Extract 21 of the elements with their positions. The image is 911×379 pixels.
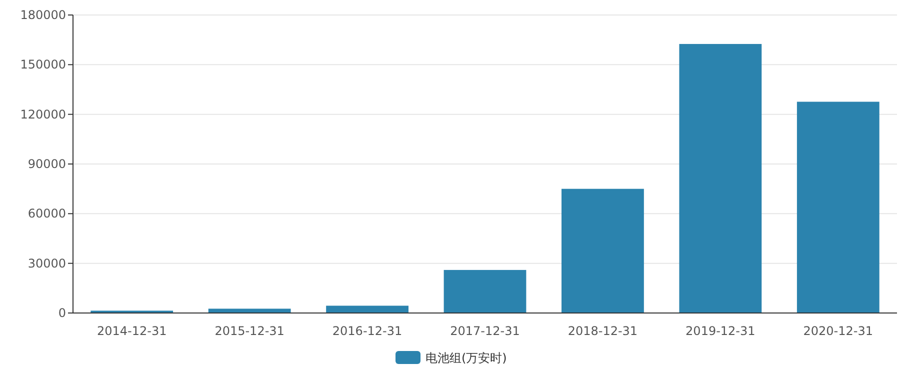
x-tick-label: 2020-12-31	[803, 324, 874, 338]
x-tick-label: 2019-12-31	[686, 324, 756, 338]
legend-label: 电池组(万安时)	[426, 351, 507, 365]
y-tick-label: 180000	[20, 8, 66, 22]
y-tick-label: 0	[58, 306, 66, 320]
bar	[444, 270, 526, 313]
bar	[562, 188, 644, 313]
x-tick-label: 2015-12-31	[214, 324, 284, 338]
y-tick-label: 30000	[28, 256, 66, 270]
bar	[326, 306, 408, 313]
bar	[208, 308, 291, 313]
x-tick-label: 2017-12-31	[450, 324, 520, 338]
y-tick-label: 150000	[20, 58, 66, 72]
x-tick-label: 2018-12-31	[568, 324, 638, 338]
x-tick-label: 2016-12-31	[332, 324, 402, 338]
y-tick-label: 120000	[20, 107, 66, 122]
bar	[679, 44, 762, 313]
y-tick-label: 90000	[28, 157, 66, 171]
y-tick-label: 60000	[28, 206, 66, 221]
bar	[796, 102, 880, 313]
x-tick-label: 2014-12-31	[96, 324, 167, 338]
